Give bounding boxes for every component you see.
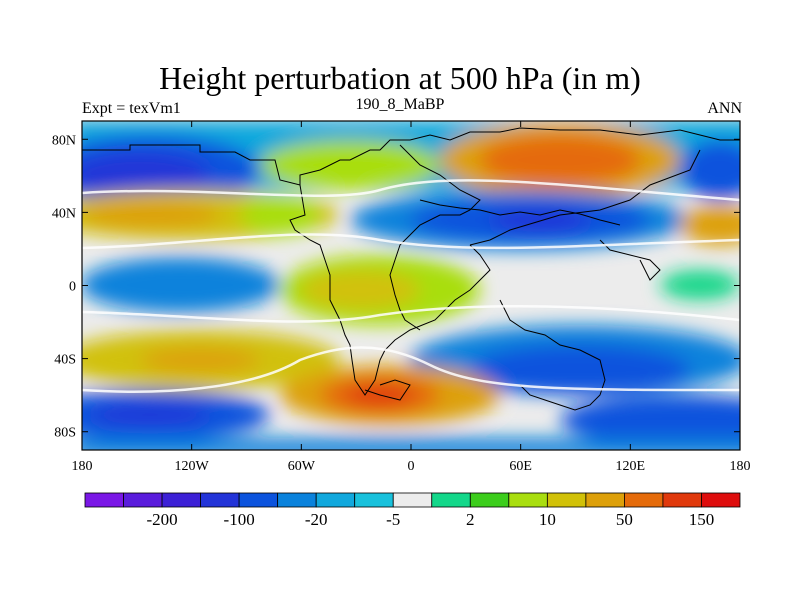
x-tick-label: 180 xyxy=(730,459,751,474)
colorbar-swatch xyxy=(84,492,124,508)
colorbar-swatch xyxy=(354,492,394,508)
y-tick-label: 0 xyxy=(69,280,76,295)
colorbar-swatch xyxy=(123,492,163,508)
period-label: 190_8_MaBP xyxy=(355,96,445,113)
colorbar-label: 50 xyxy=(616,510,633,529)
colorbar-swatch xyxy=(431,492,471,508)
colorbar-swatch xyxy=(662,492,702,508)
colorbar-swatch xyxy=(546,492,587,508)
colorbar-swatch xyxy=(508,492,548,508)
x-tick-label: 60E xyxy=(509,459,532,474)
y-tick-label: 40S xyxy=(54,353,76,368)
x-tick-label: 180 xyxy=(72,459,93,474)
colorbar-label: 10 xyxy=(539,510,556,529)
season-label: ANN xyxy=(707,100,742,117)
experiment-label: Expt = texVm1 xyxy=(82,100,181,117)
colorbar-swatch xyxy=(200,492,240,508)
x-tick-label: 120W xyxy=(175,459,210,474)
x-tick-label: 0 xyxy=(408,459,415,474)
colorbar-label: -200 xyxy=(146,510,177,529)
contour-field xyxy=(82,121,740,450)
colorbar-label: -20 xyxy=(305,510,328,529)
colorbar-swatch xyxy=(701,492,741,508)
y-tick-label: 40N xyxy=(52,206,76,221)
x-tick-label: 60W xyxy=(288,459,316,474)
colorbar-swatch xyxy=(315,492,356,508)
y-tick-label: 80S xyxy=(54,426,76,441)
y-tick-label: 80N xyxy=(52,133,76,148)
colorbar-swatch xyxy=(277,492,317,508)
x-tick-label: 120E xyxy=(616,459,646,474)
colorbar-swatch xyxy=(161,492,201,508)
map-title: Height perturbation at 500 hPa (in m) xyxy=(159,60,641,96)
colorbar-label: -5 xyxy=(386,510,400,529)
colorbar-label: 150 xyxy=(689,510,715,529)
colorbar-swatch xyxy=(392,492,433,508)
axis-ticks: 180 120W 60W 0 60E 120E 180 80N 40N 0 40S 80S xyxy=(52,121,751,474)
colorbar-swatch xyxy=(238,492,279,508)
colorbar-label: -100 xyxy=(224,510,255,529)
colorbar: -200 -100 -20 -5 2 10 50 150 xyxy=(84,492,741,529)
colorbar-swatch xyxy=(585,492,625,508)
colorbar-swatch xyxy=(469,492,510,508)
colorbar-swatch xyxy=(624,492,664,508)
coastlines xyxy=(82,127,740,411)
colorbar-label: 2 xyxy=(466,510,475,529)
